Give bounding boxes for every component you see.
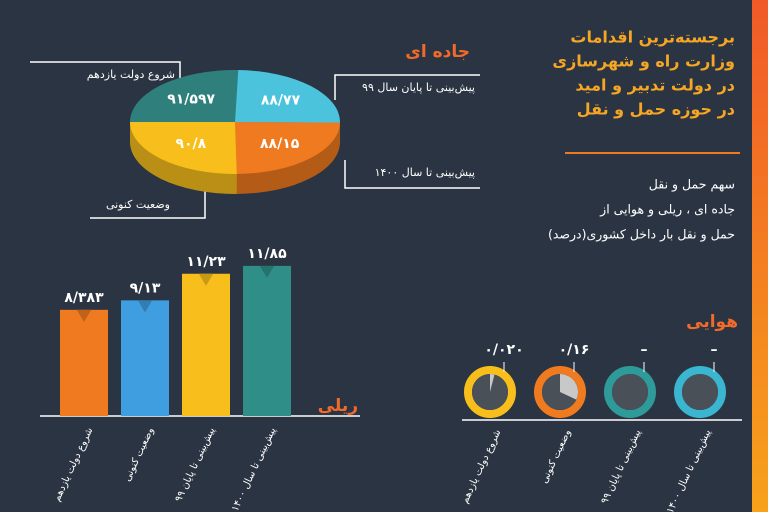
value-label: –	[711, 342, 718, 358]
bar-shine	[137, 300, 153, 313]
bar-shine	[259, 265, 275, 278]
leader-line	[344, 160, 480, 189]
legend-label: پیش‌بینی تا سال ۱۴۰۰	[375, 166, 475, 179]
header-line: برجسته‌ترین اقدامات	[570, 28, 735, 47]
value-label: ۱۱/۲۳	[186, 254, 226, 270]
value-label: –	[641, 342, 648, 358]
header-line: در دولت تدبیر و امید	[575, 76, 735, 95]
bar	[121, 300, 169, 416]
leader-line	[90, 185, 206, 219]
legend-label: شروع دولت یازدهم	[87, 68, 175, 81]
value-label: ۹۱/۵۹۷	[167, 92, 215, 108]
value-label: ۸۸/۱۵	[260, 136, 300, 152]
donut-ring	[604, 366, 656, 418]
subtitle-line: جاده ای ، ریلی و هوایی از	[599, 202, 735, 218]
donut-ring	[534, 366, 586, 418]
side-strip	[752, 0, 768, 512]
chart-title: هوایی	[686, 312, 738, 332]
donut-ring	[674, 366, 726, 418]
value-label: ۸/۳۸۳	[64, 290, 104, 306]
pie-slice	[235, 122, 340, 174]
value-label: ۹۰/۸	[175, 136, 206, 152]
bar-shine	[198, 273, 214, 286]
bar	[60, 309, 108, 416]
leader-line	[334, 74, 480, 100]
bar	[182, 273, 230, 416]
pie-slice	[235, 70, 340, 123]
donut-ring	[464, 366, 516, 418]
legend-label: پیش‌بینی تا پایان سال ۹۹	[362, 81, 475, 94]
pie-slice	[130, 70, 239, 122]
subtitle-line: سهم حمل و نقل	[649, 177, 735, 193]
bar-shine	[76, 309, 92, 322]
header-line: در حوزه حمل و نقل	[577, 100, 735, 119]
donut-wedge	[490, 374, 495, 392]
pie-slice	[130, 122, 237, 174]
legend-label: وضعیت کنونی	[106, 198, 170, 211]
donut-hole	[682, 374, 718, 410]
donut-wedge	[560, 374, 578, 400]
value-label: ۱۱/۸۵	[247, 246, 287, 262]
value-label: ۸۸/۷۷	[261, 92, 301, 108]
header-line: وزارت راه و شهرسازی	[552, 52, 735, 71]
value-label: ۹/۱۳	[130, 280, 161, 296]
chart-title: ریلی	[318, 396, 358, 416]
bar	[243, 265, 291, 416]
chart-title: جاده ای	[405, 42, 470, 62]
donut-hole	[612, 374, 648, 410]
subtitle-line: حمل و نقل بار داخل کشوری(درصد)	[548, 227, 735, 243]
value-label: ۰/۱۶	[559, 342, 590, 358]
value-label: ۰/۰۲۰	[484, 342, 523, 358]
